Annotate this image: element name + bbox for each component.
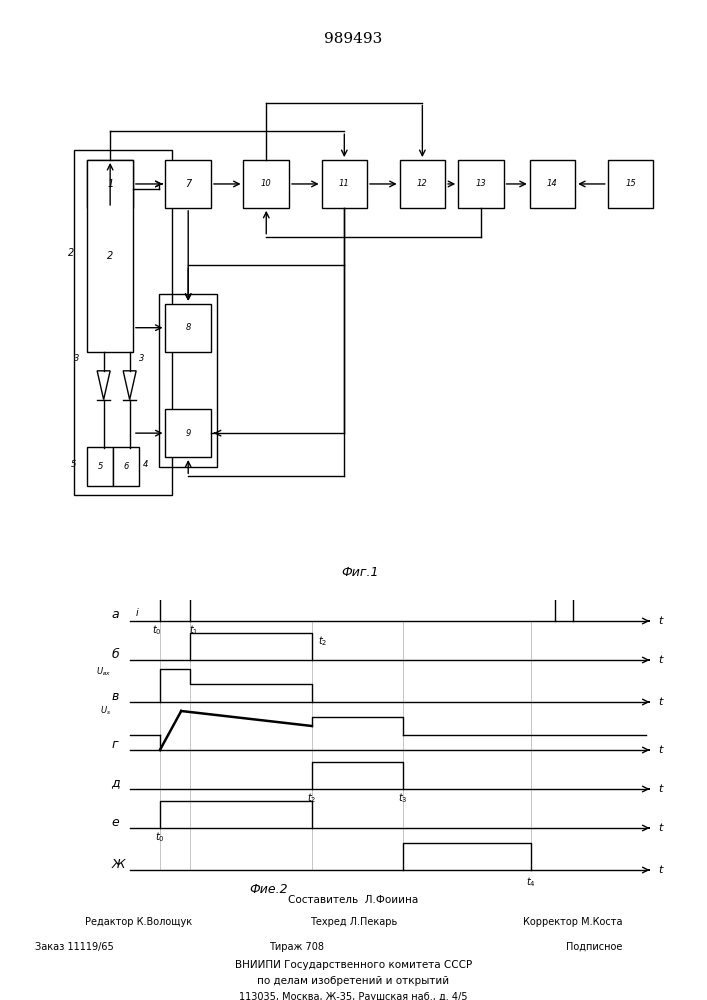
Text: Ж: Ж (111, 857, 124, 870)
Text: t: t (658, 697, 663, 707)
Text: 2: 2 (107, 251, 113, 261)
Text: t: t (658, 865, 663, 875)
Text: 11: 11 (339, 179, 350, 188)
Text: 2: 2 (68, 248, 74, 258)
Text: t: t (658, 655, 663, 665)
Bar (322, 160, 367, 208)
Bar (165, 304, 211, 352)
Text: 113035, Москва, Ж-35, Раушская наб., д. 4/5: 113035, Москва, Ж-35, Раушская наб., д. … (239, 992, 468, 1000)
Text: $U_s$: $U_s$ (100, 705, 111, 717)
Bar (88, 160, 133, 208)
Text: 5: 5 (71, 460, 76, 469)
Bar (243, 160, 289, 208)
Text: г: г (111, 738, 118, 750)
Text: 989493: 989493 (325, 32, 382, 46)
Text: Редактор К.Волощук: Редактор К.Волощук (85, 917, 192, 927)
Bar (159, 294, 218, 467)
Text: Заказ 11119/65: Заказ 11119/65 (35, 942, 114, 952)
Text: 1: 1 (107, 179, 113, 189)
Bar (530, 160, 575, 208)
Text: Тираж 708: Тираж 708 (269, 942, 325, 952)
Text: 6: 6 (124, 462, 129, 471)
Text: t: t (658, 784, 663, 794)
Polygon shape (97, 371, 110, 400)
Text: 5: 5 (98, 462, 103, 471)
Bar (74, 150, 172, 495)
Text: д: д (111, 776, 120, 790)
Bar (165, 160, 211, 208)
Polygon shape (123, 371, 136, 400)
Bar (608, 160, 653, 208)
Text: 14: 14 (547, 179, 558, 188)
Text: $t_0$: $t_0$ (155, 830, 165, 844)
Text: Подписное: Подписное (566, 942, 622, 952)
Text: $t_4$: $t_4$ (526, 875, 536, 889)
Text: $t_3$: $t_3$ (398, 791, 408, 805)
Text: t: t (658, 745, 663, 755)
Text: 9: 9 (185, 429, 191, 438)
Text: Техред Л.Пекарь: Техред Л.Пекарь (310, 917, 397, 927)
Text: $t_2$: $t_2$ (318, 634, 327, 648)
Text: t: t (658, 823, 663, 833)
Text: t: t (658, 616, 663, 626)
Text: 13: 13 (476, 179, 486, 188)
Text: Фиг.1: Фиг.1 (341, 566, 380, 579)
Bar (458, 160, 503, 208)
Text: $U_{вх}$: $U_{вх}$ (96, 666, 111, 678)
Text: 12: 12 (417, 179, 428, 188)
Text: $t_2$: $t_2$ (308, 791, 317, 805)
Text: б: б (111, 648, 119, 660)
Text: 7: 7 (185, 179, 192, 189)
Text: ВНИИПИ Государственного комитета СССР: ВНИИПИ Государственного комитета СССР (235, 960, 472, 970)
Text: 3: 3 (139, 354, 145, 363)
Bar (165, 409, 211, 457)
Text: 3: 3 (74, 354, 80, 363)
Text: в: в (111, 690, 119, 702)
Text: 15: 15 (625, 179, 636, 188)
Text: по делам изобретений и открытий: по делам изобретений и открытий (257, 976, 450, 986)
Bar (88, 160, 133, 352)
Text: е: е (111, 816, 119, 828)
Text: i: i (136, 608, 139, 618)
Text: а: а (111, 608, 119, 621)
Text: Составитель  Л.Фоиина: Составитель Л.Фоиина (288, 895, 419, 905)
Text: $t_0$: $t_0$ (152, 623, 162, 637)
Text: 8: 8 (185, 323, 191, 332)
Text: 4: 4 (143, 460, 148, 469)
Bar (113, 447, 139, 486)
Text: 10: 10 (261, 179, 271, 188)
Text: $t_1$: $t_1$ (189, 623, 198, 637)
Text: Корректор М.Коста: Корректор М.Коста (522, 917, 622, 927)
Bar (399, 160, 445, 208)
Bar (88, 447, 113, 486)
Text: Фие.2: Фие.2 (250, 883, 288, 896)
